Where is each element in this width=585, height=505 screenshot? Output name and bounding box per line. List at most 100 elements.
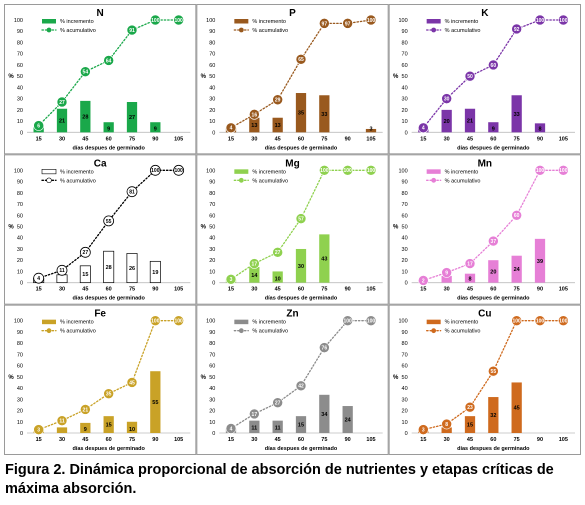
bar-data-label: 8 (468, 277, 471, 283)
figure-caption: Figura 2. Dinámica proporcional de absor… (5, 462, 554, 497)
point-data-label: 35 (106, 392, 112, 398)
x-tick-label: 60 (490, 287, 496, 293)
line-point (511, 23, 522, 35)
y-tick-label: 80 (209, 191, 215, 197)
y-tick-label: 20 (17, 108, 23, 114)
line-point (33, 272, 45, 284)
legend-swatch-marker (46, 328, 52, 334)
legend-label: % acumulativo (445, 178, 481, 184)
line-point (80, 66, 91, 77)
y-tick-label: 40 (17, 85, 23, 91)
line-point (56, 96, 68, 108)
y-axis-label: % (201, 225, 207, 231)
x-axis-label: días despues de germinado (72, 145, 145, 151)
line-point (150, 315, 161, 326)
bar-data-label: 20 (444, 119, 450, 125)
y-tick-label: 80 (402, 341, 408, 347)
y-axis-label: % (8, 225, 14, 231)
bar-data-label: 45 (514, 406, 520, 412)
legend-swatch-marker (238, 177, 244, 183)
y-tick-label: 60 (17, 63, 23, 69)
y-tick-label: 10 (17, 119, 23, 125)
y-tick-label: 10 (17, 269, 23, 275)
legend-swatch-marker (238, 27, 244, 33)
x-tick-label: 75 (514, 136, 520, 142)
x-tick-label: 60 (490, 437, 496, 443)
line-point (488, 235, 499, 247)
bar (249, 117, 260, 133)
x-tick-label: 105 (174, 437, 183, 443)
x-tick-label: 105 (366, 437, 375, 443)
x-tick-label: 15 (420, 136, 426, 142)
line-point (126, 24, 138, 36)
point-data-label: 100 (367, 168, 376, 174)
x-tick-label: 30 (59, 287, 65, 293)
line-point (488, 365, 499, 377)
point-data-label: 76 (322, 346, 328, 352)
x-tick-label: 45 (275, 136, 281, 142)
point-data-label: 29 (275, 98, 281, 104)
legend-label: % acumulativo (252, 329, 288, 335)
line-point (103, 388, 114, 399)
point-data-label: 27 (83, 250, 89, 256)
point-data-label: 55 (491, 369, 497, 375)
x-tick-label: 60 (298, 136, 304, 142)
legend-label: % incremento (60, 19, 94, 25)
x-tick-label: 60 (106, 437, 112, 443)
y-tick-label: 80 (17, 341, 23, 347)
y-tick-label: 30 (17, 247, 23, 253)
chart-n: N 0 10 20 30 40 50 60 70 80 90 100% 15 30 45 60 75 90 105 d… (4, 4, 197, 155)
legend-label: % incremento (252, 169, 286, 175)
y-tick-label: 100 (398, 319, 407, 325)
bar-data-label: 33 (514, 112, 520, 118)
line-point (441, 418, 452, 430)
y-tick-label: 20 (402, 409, 408, 415)
y-tick-label: 20 (209, 258, 215, 264)
legend-swatch-marker (431, 27, 437, 33)
point-data-label: 2 (422, 278, 425, 284)
y-tick-label: 0 (20, 281, 23, 287)
line-point (79, 246, 91, 258)
point-data-label: 27 (59, 100, 65, 106)
bar (272, 117, 283, 133)
point-data-label: 3 (230, 277, 233, 283)
chart-title: Mg (285, 158, 299, 169)
bar (511, 255, 522, 283)
x-tick-label: 90 (345, 437, 351, 443)
y-axis-label: % (201, 74, 207, 80)
bar (126, 253, 138, 284)
chart-ca: Ca 0 10 20 30 40 50 60 70 80 90 100% 15 30 45 60 75 90 105… (4, 154, 197, 305)
y-tick-label: 40 (402, 386, 408, 392)
point-data-label: 100 (367, 18, 376, 24)
bar (464, 416, 476, 433)
y-tick-label: 70 (209, 352, 215, 358)
x-axis-label: días despues de germinado (457, 296, 530, 302)
y-tick-label: 40 (209, 85, 215, 91)
bar (56, 427, 68, 433)
legend-label: % acumulativo (60, 178, 96, 184)
point-data-label: 54 (83, 70, 89, 76)
line-point (173, 315, 184, 326)
bar (511, 95, 522, 133)
x-tick-label: 60 (106, 287, 112, 293)
line-point (365, 14, 377, 26)
line-point (534, 315, 546, 326)
x-tick-label: 90 (345, 136, 351, 142)
x-tick-label: 45 (82, 437, 88, 443)
point-data-label: 9 (445, 270, 448, 276)
line-point (249, 109, 260, 120)
point-data-label: 100 (174, 319, 183, 325)
point-data-label: 11 (59, 268, 65, 274)
line-point (319, 342, 330, 353)
x-tick-label: 105 (559, 437, 568, 443)
bar (534, 123, 546, 133)
chart-p: P 0 10 20 30 40 50 60 70 80 90 100% 15 30 45 60 75 90 105 d… (196, 4, 389, 155)
bar-data-label: 15 (298, 423, 304, 429)
bar-data-label: 19 (152, 270, 158, 276)
line-point (126, 377, 138, 388)
x-tick-label: 60 (298, 437, 304, 443)
line-point (418, 424, 429, 435)
legend-swatch-marker (431, 328, 437, 334)
legend-swatch-marker (238, 328, 244, 334)
y-tick-label: 60 (402, 364, 408, 370)
